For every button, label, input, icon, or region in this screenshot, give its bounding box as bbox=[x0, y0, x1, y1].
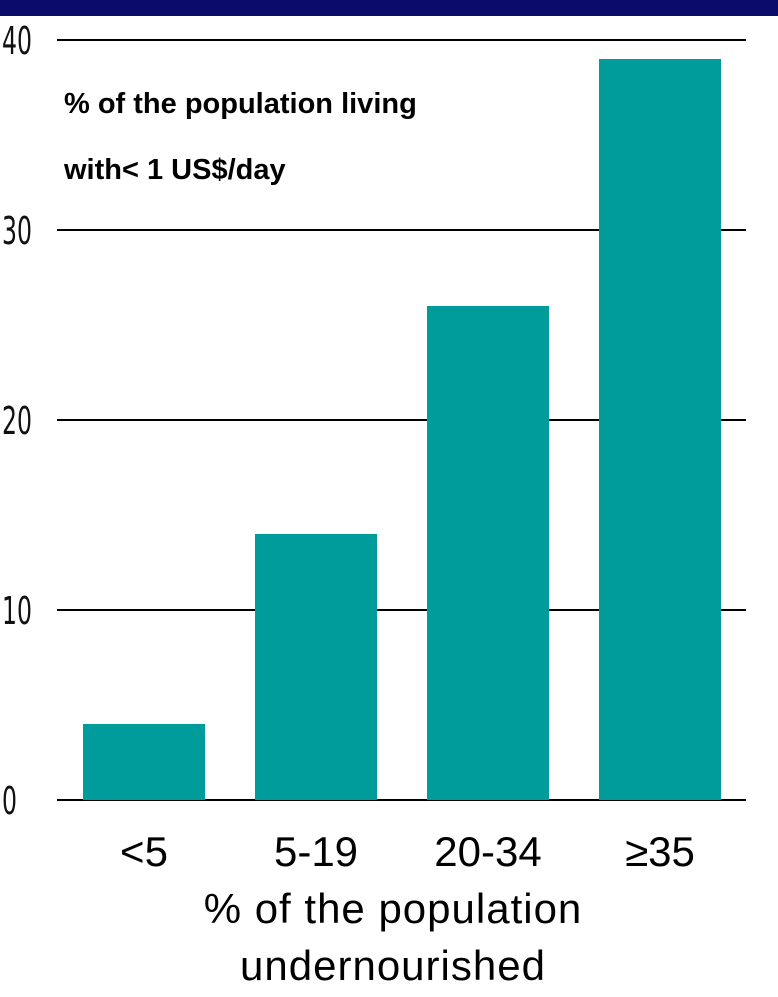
category-label-1: 5-19 bbox=[274, 828, 358, 875]
bar-1 bbox=[255, 534, 377, 800]
bar-0 bbox=[83, 724, 205, 800]
bars bbox=[83, 59, 721, 800]
y-tick-labels: 0 10 20 30 40 bbox=[2, 20, 32, 823]
bar-2 bbox=[427, 306, 549, 800]
category-label-2: 20-34 bbox=[434, 828, 541, 875]
y-axis-label-line-1: % of the population living bbox=[64, 88, 417, 120]
category-labels: <5 5-19 20-34 ≥35 bbox=[120, 828, 695, 875]
top-frame-band bbox=[0, 0, 778, 16]
x-axis-label-line-1: % of the population bbox=[204, 885, 583, 932]
y-tick-label-30: 30 bbox=[2, 210, 32, 253]
category-label-3: ≥35 bbox=[625, 828, 695, 875]
y-tick-label-20: 20 bbox=[2, 400, 32, 443]
category-label-0: <5 bbox=[120, 828, 168, 875]
y-tick-label-0: 0 bbox=[2, 780, 17, 823]
x-axis-label-line-2: undernourished bbox=[240, 942, 546, 989]
y-tick-label-40: 40 bbox=[2, 20, 32, 63]
y-axis-label-line-2: with< 1 US$/day bbox=[63, 154, 286, 186]
bar-3 bbox=[599, 59, 721, 800]
y-tick-label-10: 10 bbox=[2, 590, 32, 633]
